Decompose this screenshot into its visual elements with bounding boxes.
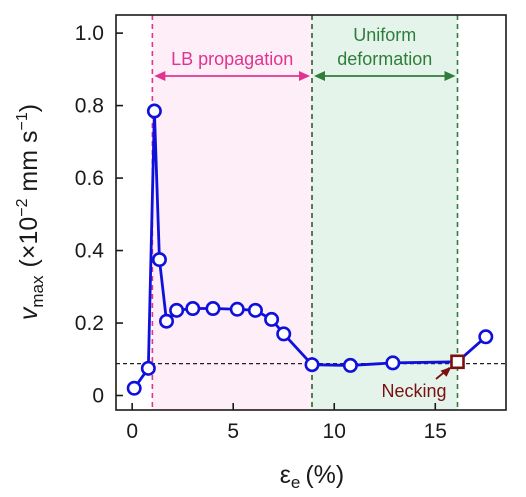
x-tick-label: 10 <box>323 420 346 443</box>
y-tick-label: 0.4 <box>75 240 105 263</box>
data-point <box>146 103 162 119</box>
data-point <box>264 311 280 327</box>
uniform-range-arrow-head-left <box>314 71 326 81</box>
data-point <box>478 329 494 345</box>
y-tick-label: 0.2 <box>75 312 104 335</box>
y-axis-subscript: max <box>28 275 47 308</box>
region-label-lb-propagation: LB propagation <box>171 49 293 69</box>
data-point <box>151 252 167 268</box>
region-band-1 <box>312 15 458 410</box>
y-axis-unit-post: ) <box>15 104 43 112</box>
data-point <box>159 313 175 329</box>
lb-range-arrow-head-left <box>154 71 166 81</box>
y-tick-label: 0 <box>92 385 104 408</box>
necking-point <box>450 354 465 370</box>
data-point <box>304 357 320 373</box>
y-axis-unit-pre: (×10 <box>15 217 43 268</box>
region-label-deformation: deformation <box>337 49 432 69</box>
axes-layer: 0 5 10 15 0 0.2 0.4 0.6 0.8 1.0 <box>75 22 447 443</box>
y-tick-label: 0.8 <box>75 95 104 118</box>
uniform-range-arrow <box>314 71 456 81</box>
uniform-range-arrow-head-right <box>444 71 456 81</box>
necking-arrow-head <box>440 366 452 377</box>
x-axis-title: εe (%) <box>280 461 345 492</box>
y-axis-exponent-1: −2 <box>14 198 31 216</box>
data-point <box>126 380 142 396</box>
x-axis-subscript: e <box>291 473 300 492</box>
y-tick-label: 1.0 <box>75 22 104 45</box>
data-point <box>229 301 245 317</box>
y-axis-symbol: v <box>15 306 43 320</box>
region-label-uniform: Uniform <box>353 25 416 45</box>
data-point <box>385 355 401 371</box>
x-tick-label: 0 <box>126 420 138 443</box>
data-point <box>342 357 358 373</box>
data-point <box>140 360 156 376</box>
necking-label: Necking <box>381 381 446 401</box>
y-axis-unit-mid: mm s <box>15 130 43 198</box>
y-axis-title: vmax (×10−2 mm s−1) <box>14 104 47 320</box>
x-tick-label: 5 <box>227 420 239 443</box>
data-point <box>205 301 221 317</box>
lb-range-arrow-head-right <box>299 71 311 81</box>
data-point <box>185 301 201 317</box>
points-layer <box>126 103 494 396</box>
plot-frame <box>115 14 507 411</box>
regions-layer <box>151 15 459 410</box>
data-point <box>276 326 292 342</box>
region-band-0 <box>152 15 313 410</box>
lb-range-arrow <box>154 71 311 81</box>
x-axis-symbol: ε <box>280 461 291 489</box>
x-tick-label: 15 <box>424 420 447 443</box>
data-point <box>247 302 263 318</box>
y-tick-label: 0.6 <box>75 167 104 190</box>
y-axis-exponent-2: −1 <box>14 112 31 130</box>
annotation-layer: LB propagation Uniform deformation Necking <box>154 25 456 401</box>
x-axis-unit: (%) <box>305 461 344 489</box>
data-point <box>169 302 185 318</box>
